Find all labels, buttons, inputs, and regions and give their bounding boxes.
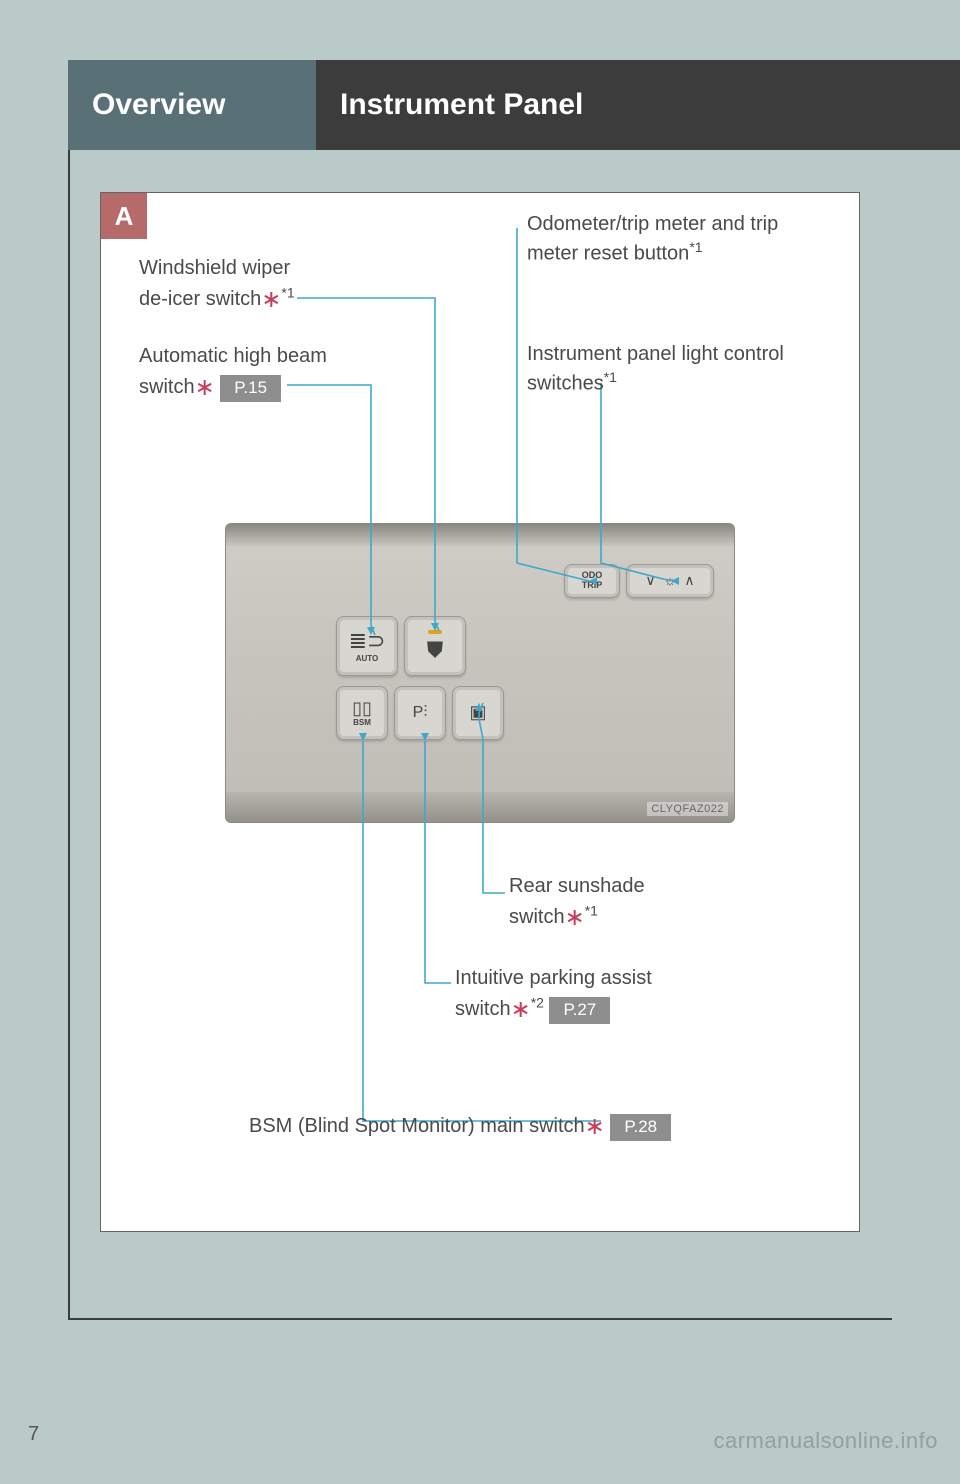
parking-assist-button: P⫶ <box>394 686 446 740</box>
light-control-buttons: ∨ ☼ ∧ <box>626 564 714 598</box>
highbeam-label: Automatic high beam switch∗ P.15 <box>139 343 419 402</box>
sunshade-label: Rear sunshade switch∗*1 <box>509 873 769 932</box>
page-ref-pill: P.15 <box>220 375 281 402</box>
lightctrl-label: Instrument panel light control switches*… <box>527 341 837 398</box>
rear-sunshade-button: ▣ <box>452 686 504 740</box>
odo-label: Odometer/trip meter and trip meter reset… <box>527 211 827 268</box>
parking-label: Intuitive parking assist switch∗*2 P.27 <box>455 965 795 1024</box>
wiper-deicer-button: ⛊ <box>404 616 466 676</box>
header-title: Instrument Panel <box>316 60 960 150</box>
diagram-panel: A ODO TRIP ∨ ☼ ∧ ≣⊃ AUTO ⛊ ▯▯ BSM P⫶ ▣ <box>100 192 860 1232</box>
photo-reference-id: CLYQFAZ022 <box>647 802 728 816</box>
bsm-label: BSM (Blind Spot Monitor) main switch∗ P.… <box>249 1109 809 1141</box>
odo-trip-button: ODO TRIP <box>564 564 620 598</box>
page-ref-pill: P.28 <box>610 1114 671 1141</box>
dashboard-photo: ODO TRIP ∨ ☼ ∧ ≣⊃ AUTO ⛊ ▯▯ BSM P⫶ ▣ CLY… <box>225 523 735 823</box>
watermark: carmanualsonline.info <box>713 1428 938 1454</box>
auto-high-beam-button: ≣⊃ AUTO <box>336 616 398 676</box>
section-badge: A <box>101 193 147 239</box>
page-number: 7 <box>28 1423 39 1446</box>
wiper-label: Windshield wiper de-icer switch∗*1 <box>139 255 399 314</box>
page-ref-pill: P.27 <box>549 997 610 1024</box>
page-header: Overview Instrument Panel <box>68 60 960 150</box>
bsm-button: ▯▯ BSM <box>336 686 388 740</box>
header-section: Overview <box>68 60 316 150</box>
